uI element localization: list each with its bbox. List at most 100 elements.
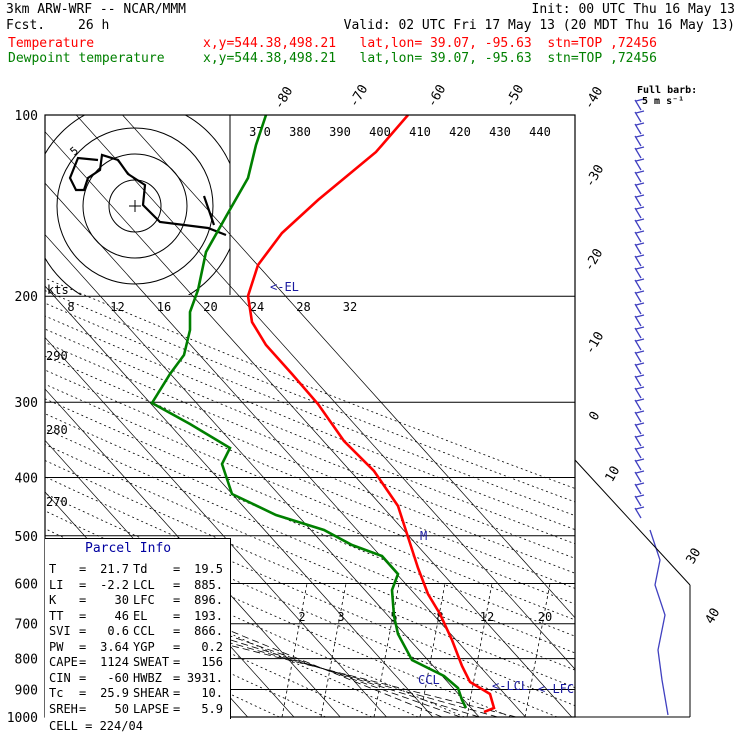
- parcel-label: SREH: [49, 701, 78, 716]
- parcel-eq: =: [79, 593, 87, 607]
- wind-barb-flag: [635, 242, 645, 246]
- wind-barb-flag: [635, 446, 645, 450]
- parcel-label: LCL: [133, 577, 155, 592]
- parcel-value: 885.: [194, 577, 223, 592]
- parcel-value: 3931.: [186, 670, 223, 685]
- pressure-tick-label: 500: [15, 530, 38, 545]
- isotherm-label: -10: [583, 329, 608, 357]
- theta-e-label: 400: [369, 125, 391, 139]
- level-marker-label: <-EL: [270, 280, 299, 294]
- theta-e-label: 430: [489, 125, 511, 139]
- parcel-label: CIN: [49, 670, 71, 685]
- wind-barb: [634, 363, 642, 375]
- speed-scale-label: 20: [203, 300, 217, 314]
- dewpoint-location: x,y=544.38,498.21 lat,lon= 39.07, -95.63…: [203, 51, 657, 66]
- parcel-eq: =: [79, 624, 87, 638]
- parcel-value: 21.7: [100, 562, 129, 576]
- parcel-label: T: [49, 562, 57, 576]
- parcel-label: CAPE: [49, 655, 78, 669]
- wind-barb-flag: [635, 314, 645, 318]
- hodograph-trace: [68, 153, 227, 237]
- wind-barb: [634, 327, 642, 339]
- isotherm: [45, 234, 480, 717]
- dry-adiabat: [45, 290, 575, 503]
- wind-barb: [634, 291, 642, 303]
- hodograph-ring: [56, 127, 214, 285]
- wind-barb-flag: [635, 338, 645, 342]
- parcel-label: YGP: [133, 639, 155, 654]
- wind-barb: [634, 111, 642, 123]
- parcel-value: 5.9: [201, 701, 223, 716]
- parcel-info-row: SVI = 0.6 CCL = 866.: [49, 624, 229, 640]
- isotherm-label: -50: [503, 82, 528, 110]
- wind-barb: [634, 279, 642, 291]
- parcel-value: 50: [114, 701, 129, 716]
- parcel-eq: =: [173, 577, 181, 592]
- wind-barb: [634, 135, 642, 147]
- parcel-eq: =: [79, 577, 87, 592]
- fcst-value: 26 h: [78, 18, 110, 33]
- parcel-eq: =: [79, 701, 87, 716]
- speed-scale-label: 28: [296, 300, 310, 314]
- isotherm-label: 10: [603, 464, 624, 485]
- parcel-label: K: [49, 593, 57, 607]
- parcel-eq: =: [79, 686, 87, 700]
- pressure-tick-label: 100: [15, 109, 38, 124]
- parcel-label: SHEAR: [133, 686, 170, 700]
- parcel-eq: =: [79, 608, 87, 623]
- mixing-ratio-line: [320, 583, 347, 717]
- moist-adiabat: [45, 581, 480, 717]
- wind-barb: [634, 483, 642, 495]
- isotherm-label: 0: [587, 409, 604, 423]
- parcel-label: TT: [49, 608, 64, 623]
- dry-adiabat: [45, 383, 575, 605]
- dry-adiabat: [45, 493, 558, 717]
- wind-barb-flag: [635, 122, 645, 126]
- speed-scale-label: 8: [67, 300, 74, 314]
- parcel-info-row: Tc = 25.9 SHEAR = 10.: [49, 686, 229, 702]
- wind-barb-flag: [635, 422, 645, 426]
- parcel-info-row: CAPE = 1124 SWEAT = 156: [49, 655, 229, 671]
- parcel-eq: =: [79, 562, 87, 576]
- barb-legend-line2: 5 m s⁻¹: [642, 96, 684, 107]
- parcel-info-row: PW = 3.64 YGP = 0.2: [49, 640, 229, 656]
- wind-barb: [634, 315, 642, 327]
- parcel-info-row: SREH = 50 LAPSE = 5.9: [49, 702, 229, 718]
- wind-barb-flag: [635, 458, 645, 462]
- isotherm: [45, 131, 572, 717]
- theta-label: 280: [46, 423, 68, 437]
- wind-barb-flag: [635, 158, 645, 162]
- parcel-label: CCL: [133, 624, 155, 638]
- isotherm: [75, 115, 575, 670]
- parcel-label: HWBZ: [133, 670, 162, 685]
- isotherm-label: -40: [582, 84, 607, 112]
- parcel-label: SWEAT: [133, 655, 170, 669]
- parcel-info-row: CIN = -60 HWBZ = 3931.: [49, 671, 229, 687]
- parcel-label: EL: [133, 608, 148, 623]
- model-title: 3km ARW-WRF -- NCAR/MMM: [6, 2, 187, 17]
- moist-adiabat: [45, 590, 498, 717]
- parcel-eq: =: [79, 670, 87, 685]
- wind-barb: [634, 399, 642, 411]
- wind-barb-flag: [635, 146, 645, 150]
- wind-barb-flag: [635, 194, 645, 198]
- theta-e-label: 420: [449, 125, 471, 139]
- pressure-tick-label: 1000: [7, 711, 38, 726]
- wind-barb-flag: [635, 386, 645, 390]
- parcel-eq: =: [173, 639, 181, 654]
- dry-adiabat: [45, 546, 419, 717]
- parcel-value: 46: [114, 608, 129, 623]
- parcel-value: 3.64: [100, 639, 129, 654]
- plot-frame: [44, 114, 576, 718]
- wind-barb-flag: [635, 362, 645, 366]
- theta-label: 270: [46, 495, 68, 509]
- wind-barb-flag: [635, 290, 645, 294]
- parcel-info-row: LI = -2.2 LCL = 885.: [49, 578, 229, 594]
- parcel-value: 19.5: [194, 562, 223, 576]
- speed-scale-label: 32: [343, 300, 357, 314]
- parcel-label: LAPSE: [133, 701, 170, 716]
- mixing-ratio-label: 20: [538, 610, 552, 624]
- parcel-value: 30: [114, 593, 129, 607]
- parcel-eq: =: [173, 670, 181, 685]
